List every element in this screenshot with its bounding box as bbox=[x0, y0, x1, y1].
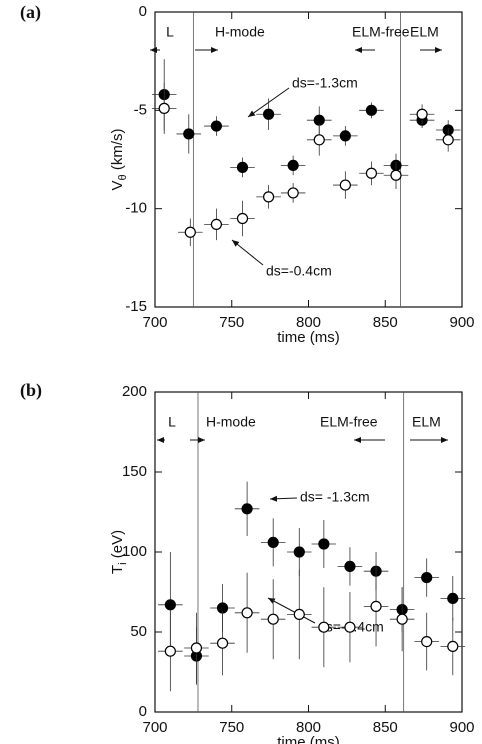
y-label-sub: i bbox=[117, 562, 129, 564]
x-tick-label: 800 bbox=[296, 719, 321, 736]
x-axis-label: time (ms) bbox=[277, 734, 340, 744]
data-point bbox=[313, 134, 325, 146]
data-point bbox=[365, 104, 378, 116]
y-tick-label: -5 bbox=[134, 101, 147, 118]
data-point bbox=[344, 560, 356, 573]
y-tick-label: 50 bbox=[130, 623, 147, 640]
y-label-sub: θ bbox=[117, 174, 129, 180]
annotation: ELM-free bbox=[320, 414, 378, 430]
data-point bbox=[267, 613, 279, 625]
data-point bbox=[339, 179, 351, 191]
x-tick-label: 850 bbox=[373, 719, 398, 736]
data-point bbox=[344, 621, 356, 633]
data-point bbox=[318, 538, 330, 550]
arrow bbox=[269, 495, 298, 502]
data-point bbox=[287, 159, 299, 171]
data-point bbox=[447, 592, 459, 605]
annotation: H-mode bbox=[206, 414, 256, 430]
y-axis-label: Ti (eV) bbox=[109, 530, 129, 574]
annotation: ds= -1.3cm bbox=[300, 489, 370, 505]
x-tick-label: 700 bbox=[142, 719, 167, 736]
annotation: L bbox=[168, 414, 176, 430]
y-label-main: T bbox=[109, 565, 126, 574]
data-point bbox=[293, 608, 305, 621]
data-point bbox=[241, 503, 253, 515]
data-point bbox=[293, 546, 305, 558]
data-point bbox=[236, 212, 249, 225]
data-point bbox=[390, 169, 402, 181]
data-point bbox=[184, 226, 196, 238]
y-tick-label: -10 bbox=[125, 200, 147, 217]
annotation: ELM bbox=[412, 414, 441, 430]
data-point bbox=[210, 218, 222, 230]
annotation: ds=-1.3cm bbox=[292, 75, 358, 91]
data-point bbox=[267, 536, 279, 549]
annotation: ELM-free bbox=[352, 24, 410, 40]
data-point bbox=[313, 114, 325, 126]
data-point bbox=[416, 108, 428, 120]
data-point bbox=[365, 167, 378, 179]
y-tick-label: 0 bbox=[139, 703, 147, 720]
annotation: H-mode bbox=[215, 24, 265, 40]
arrow bbox=[231, 239, 264, 266]
x-tick-label: 750 bbox=[219, 719, 244, 736]
data-point bbox=[447, 640, 459, 653]
data-point bbox=[396, 613, 408, 625]
data-point bbox=[236, 161, 249, 173]
x-tick-label: 850 bbox=[373, 314, 398, 331]
annotation: ELM bbox=[410, 24, 439, 40]
panel-label: (b) bbox=[20, 380, 42, 401]
data-point bbox=[158, 102, 170, 114]
data-point bbox=[442, 134, 454, 146]
y-label-unit: (km/s) bbox=[109, 129, 126, 175]
y-label-main: V bbox=[109, 180, 126, 190]
data-point bbox=[241, 607, 253, 619]
arrow bbox=[267, 597, 316, 624]
annotation: ds=-0.4cm bbox=[266, 263, 332, 279]
y-tick-label: -15 bbox=[125, 298, 147, 315]
x-tick-label: 700 bbox=[142, 314, 167, 331]
y-tick-label: 150 bbox=[122, 463, 147, 480]
y-tick-label: 100 bbox=[122, 543, 147, 560]
y-label-unit: (eV) bbox=[109, 530, 126, 563]
x-tick-label: 900 bbox=[449, 719, 474, 736]
x-tick-label: 750 bbox=[219, 314, 244, 331]
data-point bbox=[164, 645, 176, 657]
data-point bbox=[210, 120, 222, 132]
x-tick-label: 900 bbox=[449, 314, 474, 331]
data-point bbox=[262, 191, 275, 203]
data-point bbox=[318, 621, 330, 633]
data-point bbox=[190, 642, 203, 654]
x-axis-label: time (ms) bbox=[277, 329, 340, 346]
data-point bbox=[287, 187, 299, 199]
annotation: L bbox=[166, 24, 174, 40]
data-point bbox=[216, 637, 229, 649]
x-tick-label: 800 bbox=[296, 314, 321, 331]
y-tick-label: 0 bbox=[139, 3, 147, 20]
data-point bbox=[183, 128, 195, 140]
data-point bbox=[339, 130, 351, 142]
data-point bbox=[370, 600, 382, 613]
data-point bbox=[421, 571, 433, 584]
y-axis-label: Vθ (km/s) bbox=[109, 129, 129, 191]
data-point bbox=[164, 599, 176, 611]
y-tick-label: 200 bbox=[122, 383, 147, 400]
data-point bbox=[421, 635, 433, 648]
data-point bbox=[262, 108, 275, 120]
panel-label: (a) bbox=[20, 2, 41, 23]
